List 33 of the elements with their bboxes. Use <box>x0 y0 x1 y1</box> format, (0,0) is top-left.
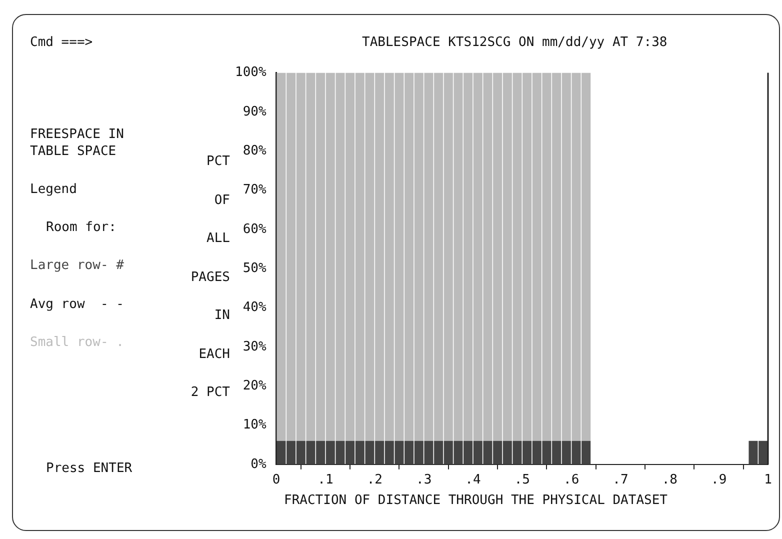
y-tick-label: 70% <box>242 182 266 198</box>
text: PCT OF ALL PAGES IN EACH 2 PCT <box>190 154 230 400</box>
y-tick-label: 0% <box>250 456 266 472</box>
y-tick-label: 100% <box>234 65 266 80</box>
text: Avg row - - <box>30 296 124 313</box>
y-tick-label: 10% <box>242 418 266 433</box>
text: Large row- # <box>30 257 124 274</box>
x-axis-title: FRACTION OF DISTANCE THROUGH THE PHYSICAL DATASET <box>284 492 668 509</box>
legend-title: Legend <box>30 181 77 198</box>
y-tick-label: 50% <box>242 260 266 276</box>
chart-title: TABLESPACE KTS12SCG ON mm/dd/yy AT 7:38 <box>362 34 668 51</box>
x-tick-label: .2 <box>366 472 382 488</box>
x-tick-label: .3 <box>416 472 432 488</box>
x-tick-label: .9 <box>711 472 727 488</box>
text: Small row- . <box>30 334 124 351</box>
y-tick-label: 30% <box>242 339 266 354</box>
text: Press ENTER <box>46 460 132 477</box>
y-tick-label: 80% <box>242 143 266 158</box>
y-tick-label: 90% <box>242 104 266 120</box>
text: Room for: <box>46 219 116 236</box>
x-tick-label: .6 <box>563 472 580 488</box>
x-tick-label: .1 <box>318 472 334 488</box>
y-tick-label: 40% <box>242 300 266 316</box>
y-tick-label: 60% <box>242 222 266 237</box>
x-tick-label: .4 <box>465 472 481 488</box>
x-tick-label: 0 <box>272 472 280 488</box>
x-tick-label: 1 <box>764 472 772 488</box>
x-tick-label: .5 <box>514 472 530 488</box>
x-tick-label: .7 <box>612 472 628 488</box>
x-tick-label: .8 <box>662 472 678 488</box>
text: FREESPACE IN TABLE SPACE <box>30 126 124 160</box>
y-tick-label: 20% <box>242 378 266 394</box>
text: Cmd ===> <box>30 34 93 51</box>
